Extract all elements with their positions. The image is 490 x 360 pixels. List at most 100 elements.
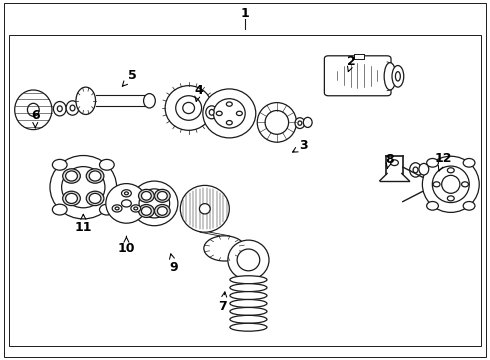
Text: 6: 6 bbox=[31, 109, 40, 128]
Ellipse shape bbox=[462, 182, 468, 187]
Ellipse shape bbox=[154, 204, 170, 217]
Ellipse shape bbox=[99, 159, 114, 170]
Ellipse shape bbox=[134, 207, 138, 210]
Ellipse shape bbox=[66, 101, 79, 115]
Ellipse shape bbox=[165, 86, 212, 130]
Ellipse shape bbox=[391, 160, 398, 166]
Ellipse shape bbox=[419, 163, 429, 175]
Ellipse shape bbox=[206, 106, 218, 119]
Ellipse shape bbox=[89, 171, 101, 181]
Text: 10: 10 bbox=[118, 236, 135, 255]
Ellipse shape bbox=[57, 106, 62, 112]
Ellipse shape bbox=[53, 102, 66, 116]
Ellipse shape bbox=[265, 111, 289, 134]
Text: 7: 7 bbox=[219, 292, 227, 313]
Bar bbox=[354, 54, 364, 59]
Ellipse shape bbox=[139, 189, 154, 202]
Ellipse shape bbox=[139, 204, 154, 217]
Ellipse shape bbox=[142, 207, 151, 215]
Ellipse shape bbox=[70, 105, 75, 111]
Text: 5: 5 bbox=[122, 69, 137, 86]
Text: 2: 2 bbox=[347, 55, 356, 72]
Ellipse shape bbox=[62, 167, 105, 208]
Ellipse shape bbox=[204, 236, 245, 261]
Ellipse shape bbox=[63, 169, 80, 183]
Ellipse shape bbox=[112, 205, 122, 212]
Ellipse shape bbox=[463, 158, 475, 167]
Ellipse shape bbox=[52, 204, 67, 215]
Ellipse shape bbox=[124, 192, 128, 195]
Ellipse shape bbox=[230, 284, 267, 292]
Ellipse shape bbox=[15, 90, 52, 130]
Ellipse shape bbox=[106, 184, 147, 223]
Ellipse shape bbox=[422, 156, 479, 212]
Ellipse shape bbox=[230, 315, 267, 323]
Ellipse shape bbox=[147, 97, 152, 104]
Ellipse shape bbox=[257, 103, 296, 142]
Ellipse shape bbox=[66, 171, 77, 181]
Ellipse shape bbox=[122, 190, 131, 197]
Ellipse shape bbox=[86, 169, 104, 183]
Ellipse shape bbox=[157, 207, 167, 215]
Ellipse shape bbox=[99, 204, 114, 215]
Ellipse shape bbox=[441, 175, 460, 193]
Ellipse shape bbox=[115, 207, 119, 210]
Ellipse shape bbox=[157, 192, 167, 200]
Ellipse shape bbox=[203, 89, 256, 138]
Ellipse shape bbox=[226, 102, 232, 106]
Ellipse shape bbox=[433, 182, 440, 187]
Text: 4: 4 bbox=[194, 84, 203, 102]
Ellipse shape bbox=[230, 300, 267, 307]
Ellipse shape bbox=[427, 158, 439, 167]
Ellipse shape bbox=[413, 167, 418, 173]
Ellipse shape bbox=[295, 118, 305, 129]
Ellipse shape bbox=[183, 103, 195, 114]
Ellipse shape bbox=[27, 103, 39, 116]
Ellipse shape bbox=[89, 193, 101, 203]
Ellipse shape bbox=[214, 99, 245, 128]
Ellipse shape bbox=[66, 193, 77, 203]
Text: 3: 3 bbox=[293, 139, 308, 152]
Ellipse shape bbox=[86, 191, 104, 206]
Ellipse shape bbox=[50, 156, 117, 219]
Ellipse shape bbox=[228, 240, 269, 280]
Ellipse shape bbox=[230, 323, 267, 331]
Ellipse shape bbox=[427, 202, 439, 210]
Ellipse shape bbox=[303, 117, 312, 127]
Ellipse shape bbox=[230, 276, 267, 284]
Ellipse shape bbox=[237, 111, 243, 116]
Ellipse shape bbox=[176, 96, 201, 120]
Text: 8: 8 bbox=[385, 153, 394, 168]
Ellipse shape bbox=[384, 63, 396, 90]
Bar bbox=[9, 35, 481, 346]
Ellipse shape bbox=[154, 189, 170, 202]
FancyBboxPatch shape bbox=[324, 56, 391, 96]
Ellipse shape bbox=[463, 202, 475, 210]
Text: 11: 11 bbox=[74, 214, 92, 234]
Ellipse shape bbox=[131, 205, 141, 212]
Ellipse shape bbox=[199, 204, 210, 214]
Ellipse shape bbox=[122, 200, 131, 207]
Ellipse shape bbox=[180, 185, 229, 232]
Ellipse shape bbox=[298, 121, 302, 125]
Ellipse shape bbox=[230, 307, 267, 315]
Ellipse shape bbox=[131, 181, 178, 226]
Ellipse shape bbox=[216, 111, 222, 116]
Ellipse shape bbox=[432, 166, 469, 203]
Ellipse shape bbox=[447, 196, 454, 201]
Ellipse shape bbox=[392, 66, 404, 87]
Ellipse shape bbox=[395, 72, 400, 81]
Ellipse shape bbox=[226, 121, 232, 125]
Ellipse shape bbox=[142, 192, 151, 200]
Ellipse shape bbox=[447, 168, 454, 173]
Text: 12: 12 bbox=[435, 152, 452, 171]
Ellipse shape bbox=[63, 191, 80, 206]
Ellipse shape bbox=[52, 159, 67, 170]
Text: 9: 9 bbox=[170, 254, 178, 274]
Ellipse shape bbox=[237, 249, 260, 271]
Ellipse shape bbox=[139, 189, 170, 218]
Text: 1: 1 bbox=[241, 7, 249, 20]
Ellipse shape bbox=[410, 163, 421, 177]
Ellipse shape bbox=[144, 94, 155, 108]
Ellipse shape bbox=[209, 109, 214, 115]
